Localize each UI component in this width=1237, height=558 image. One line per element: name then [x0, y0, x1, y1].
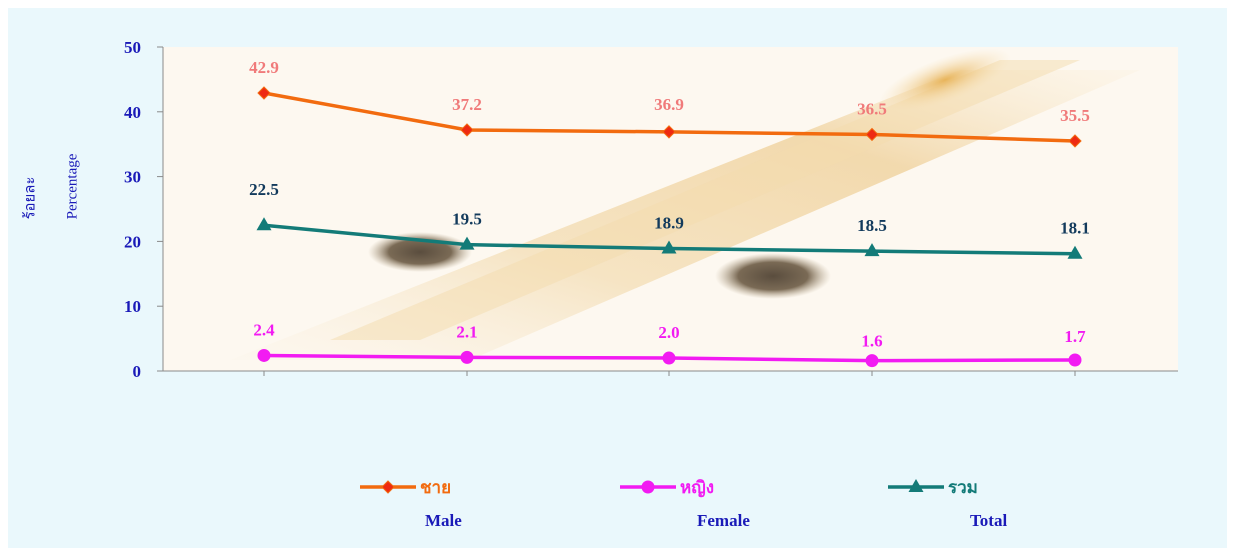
series-total: 22.5 19.5 18.9 18.5 18.1	[249, 180, 1090, 259]
data-label: 42.9	[249, 58, 279, 77]
data-label: 19.5	[452, 210, 482, 229]
data-label: 1.6	[861, 332, 882, 351]
legend-label: รวม	[948, 478, 978, 497]
y-tick-label: 10	[124, 297, 141, 316]
female-point	[257, 348, 271, 362]
data-label: 36.5	[857, 99, 887, 118]
series-group: 42.9 37.2 36.9 36.5 35.5 2.4 2.1 2.0 1.6 1.7 22.5 1…	[249, 58, 1090, 368]
legend-label: ชาย	[420, 478, 451, 497]
total-point	[864, 243, 880, 257]
y-tick-label: 0	[133, 362, 142, 381]
y-axis-label-th: ร้อยละ	[22, 176, 39, 220]
total-point	[256, 217, 272, 231]
data-label: 2.0	[658, 323, 679, 342]
total-point	[459, 236, 475, 250]
legend-marker	[381, 480, 395, 494]
legend-item-female: หญิง	[620, 478, 714, 498]
female-point	[460, 350, 474, 364]
legend-male-en: Male	[425, 511, 462, 530]
female-point	[865, 354, 879, 368]
data-label: 2.1	[456, 322, 477, 341]
y-tick-label: 40	[124, 103, 141, 122]
data-label: 1.7	[1064, 327, 1086, 346]
y-tick-label: 50	[124, 38, 141, 57]
data-label: 2.4	[253, 320, 275, 339]
male-point	[460, 123, 474, 137]
data-label: 22.5	[249, 180, 279, 199]
legend-item-total: รวม	[888, 478, 978, 497]
series-male: 42.9 37.2 36.9 36.5 35.5	[249, 58, 1090, 148]
y-tick-group: 0 10 20 30 40 50	[124, 38, 1076, 381]
legend-marker	[641, 480, 655, 494]
male-point	[662, 125, 676, 139]
legend: ชาย หญิง รวม	[360, 478, 978, 498]
y-tick-label: 30	[124, 168, 141, 187]
y-axis-label-en: Percentage	[64, 153, 81, 220]
data-label: 18.1	[1060, 219, 1090, 238]
female-point	[1068, 353, 1082, 367]
legend-female-en: Female	[697, 511, 750, 530]
data-label: 35.5	[1060, 106, 1090, 125]
male-point	[1068, 134, 1082, 148]
female-point	[662, 351, 676, 365]
data-label: 18.9	[654, 214, 684, 233]
legend-item-male: ชาย	[360, 478, 451, 497]
data-label: 37.2	[452, 95, 482, 114]
total-point	[1067, 245, 1083, 259]
data-label: 18.5	[857, 216, 887, 235]
total-point	[661, 240, 677, 254]
legend-label: หญิง	[680, 478, 714, 498]
legend-marker	[908, 479, 924, 492]
male-point	[257, 86, 271, 100]
plot-area	[163, 47, 1178, 371]
legend-total-en: Total	[970, 511, 1008, 530]
data-label: 36.9	[654, 95, 684, 114]
y-tick-label: 20	[124, 232, 141, 251]
series-female: 2.4 2.1 2.0 1.6 1.7	[253, 320, 1086, 368]
male-point	[865, 127, 879, 142]
